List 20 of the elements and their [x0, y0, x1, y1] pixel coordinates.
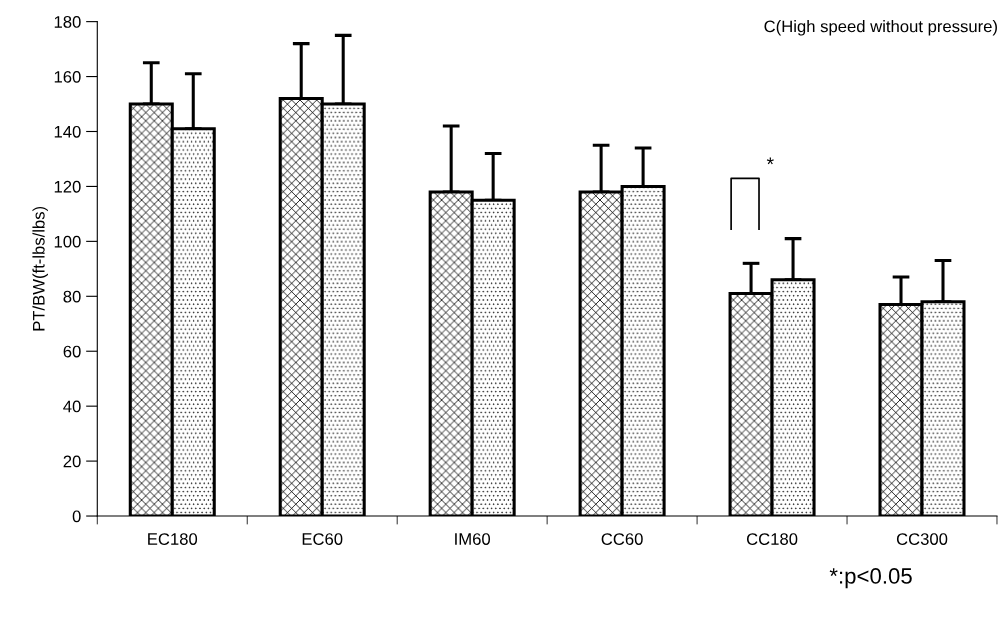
x-tick-label: CC60 [601, 533, 643, 545]
x-tick-label: CC300 [896, 533, 948, 545]
annotation: * [766, 157, 774, 165]
y-tick-label: 180 [54, 16, 81, 28]
x-tick-label: EC180 [148, 533, 198, 545]
y-tick-label: 100 [54, 235, 81, 248]
y-tick-label: 160 [54, 70, 81, 83]
y-axis-title: PT/BW(ft-lbs/lbs) [32, 206, 48, 331]
x-tick-label: IM60 [455, 533, 491, 545]
y-tick-label: 140 [54, 125, 81, 138]
x-tick-label: EC60 [302, 533, 343, 545]
text: *:p<0.05 [829, 568, 912, 589]
x-tick-label: CC180 [746, 533, 798, 545]
y-tick-label: 0 [72, 510, 81, 523]
y-tick-label: 80 [63, 290, 81, 303]
y-tick-label: 120 [54, 180, 81, 193]
y-tick-label: 40 [63, 400, 81, 413]
y-tick-label: 60 [63, 345, 81, 358]
chart-title: C(High speed without pressure) [764, 20, 997, 36]
y-tick-label: 20 [63, 455, 81, 468]
